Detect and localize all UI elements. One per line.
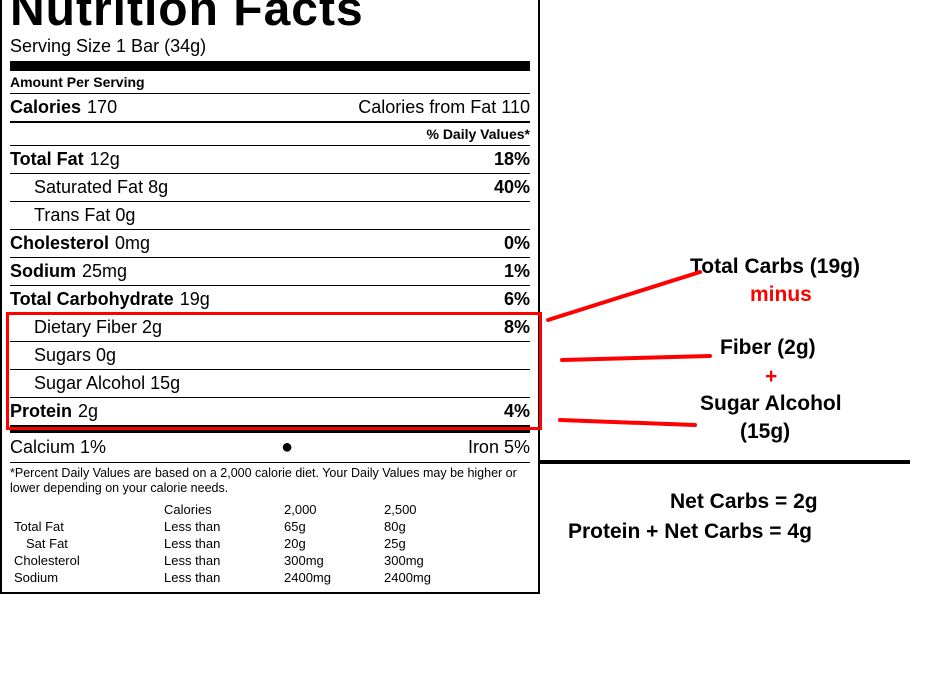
total-fat-row: Total Fat 12g 18%	[10, 145, 530, 173]
annot-total-carbs: Total Carbs (19g)	[690, 255, 860, 279]
calories-row: Calories 170 Calories from Fat 110	[10, 93, 530, 121]
bullet-icon: ●	[281, 436, 293, 459]
annot-minus: minus	[750, 283, 812, 307]
divider-thick	[10, 425, 530, 433]
calories-value: 170	[87, 97, 117, 118]
amount-per-serving: Amount Per Serving	[10, 71, 530, 93]
calories-label: Calories	[10, 97, 81, 118]
calories-from-fat: Calories from Fat 110	[358, 97, 530, 118]
sat-fat-row: Saturated Fat 8g 40%	[10, 173, 530, 201]
total-carb-row: Total Carbohydrate 19g 6%	[10, 285, 530, 313]
reference-table: Calories 2,000 2,500 Total FatLess than6…	[10, 501, 530, 586]
annot-protein-net: Protein + Net Carbs = 4g	[568, 520, 812, 544]
footnote: *Percent Daily Values are based on a 2,0…	[10, 463, 530, 499]
annot-net-carbs: Net Carbs = 2g	[670, 490, 818, 514]
annot-sugar-alcohol-amt: (15g)	[740, 420, 790, 444]
annotation-panel: Total Carbs (19g) minus Fiber (2g) + Sug…	[540, 0, 920, 594]
divider-thick	[10, 61, 530, 71]
sugar-alcohol-row: Sugar Alcohol 15g	[10, 369, 530, 397]
annot-fiber: Fiber (2g)	[720, 336, 816, 360]
sodium-row: Sodium 25mg 1%	[10, 257, 530, 285]
serving-size: Serving Size 1 Bar (34g)	[10, 34, 530, 61]
protein-row: Protein 2g 4%	[10, 397, 530, 425]
label-title: Nutrition Facts	[10, 0, 530, 34]
annot-sugar-alcohol: Sugar Alcohol	[700, 392, 842, 416]
sugars-row: Sugars 0g	[10, 341, 530, 369]
annot-plus: +	[765, 365, 777, 389]
minerals-row: Calcium 1% ● Iron 5%	[10, 433, 530, 462]
dv-header: % Daily Values*	[10, 122, 530, 145]
fiber-row: Dietary Fiber 2g 8%	[10, 313, 530, 341]
annotation-divider	[540, 460, 910, 464]
nutrition-facts-label: Nutrition Facts Serving Size 1 Bar (34g)…	[0, 0, 540, 594]
cholesterol-row: Cholesterol 0mg 0%	[10, 229, 530, 257]
trans-fat-row: Trans Fat 0g	[10, 201, 530, 229]
